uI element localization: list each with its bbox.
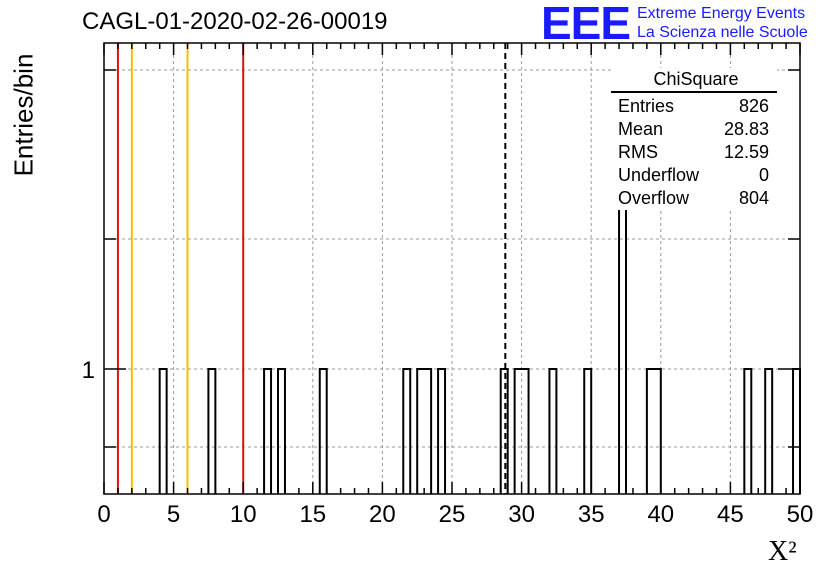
x-tick-label: 25 xyxy=(439,501,466,528)
x-tick-label: 15 xyxy=(299,501,326,528)
stats-box: ChiSquare Entries 826 Mean 28.83 RMS 12.59 … xyxy=(611,68,777,210)
tick-labels: 0 5 10 15 20 25 30 35 40 45 50 1 xyxy=(82,357,814,528)
stats-title: ChiSquare xyxy=(611,68,777,93)
x-tick-label: 20 xyxy=(369,501,396,528)
stats-label: Overflow xyxy=(618,188,690,208)
stats-value: 28.83 xyxy=(723,119,769,139)
grid xyxy=(104,43,800,494)
x-axis-label: X² xyxy=(768,536,797,568)
stats-row: Entries 826 xyxy=(611,95,777,118)
reference-lines xyxy=(116,43,507,494)
stats-value: 12.59 xyxy=(723,142,769,162)
histogram-bars xyxy=(158,166,801,494)
histogram-bar xyxy=(499,368,509,494)
axis-ticks xyxy=(103,43,801,494)
stats-label: Mean xyxy=(618,119,664,139)
histogram-bar xyxy=(743,368,753,494)
x-tick-label: 0 xyxy=(97,501,110,528)
histogram-bar xyxy=(548,368,558,494)
histogram-bar xyxy=(645,368,662,494)
logo-line2: La Scienza nelle Scuole xyxy=(637,24,808,41)
logo-text: Extreme Energy Events La Scienza nelle S… xyxy=(637,4,808,42)
y-axis-label-box: Entries/bin xyxy=(6,40,42,190)
stats-row: Mean 28.83 xyxy=(611,118,777,141)
logo-line1: Extreme Energy Events xyxy=(637,5,806,22)
x-tick-label: 30 xyxy=(508,501,535,528)
histogram-bar xyxy=(416,368,433,494)
histogram-bar xyxy=(158,368,168,494)
stats-label: Entries xyxy=(618,96,675,116)
histogram-bar xyxy=(792,368,801,494)
x-tick-label: 45 xyxy=(717,501,744,528)
eee-logo: EEE xyxy=(541,0,631,49)
x-tick-label: 35 xyxy=(578,501,605,528)
x-tick-label: 10 xyxy=(230,501,257,528)
histogram-bar xyxy=(402,368,412,494)
stats-row: RMS 12.59 xyxy=(611,141,777,164)
stats-row: Overflow 804 xyxy=(611,187,777,210)
histogram-bar xyxy=(318,368,328,494)
plot-title: CAGL-01-2020-02-26-00019 xyxy=(82,8,388,35)
stats-row: Underflow 0 xyxy=(611,164,777,187)
histogram-bar xyxy=(437,368,447,494)
y-axis-label: Entries/bin xyxy=(8,53,39,177)
stats-value: 826 xyxy=(738,96,769,116)
stats-label: RMS xyxy=(618,142,658,162)
histogram-bar xyxy=(618,166,627,494)
x-tick-label: 40 xyxy=(647,501,674,528)
histogram-bar xyxy=(207,368,217,494)
stats-label: Underflow xyxy=(618,165,700,185)
stats-value: 804 xyxy=(738,188,769,208)
histogram-bar xyxy=(263,368,273,494)
histogram-bar xyxy=(764,368,774,494)
stats-value: 0 xyxy=(758,165,769,185)
y-tick-label: 1 xyxy=(82,357,95,384)
x-axis-label-text: X² xyxy=(768,536,797,567)
x-tick-label: 50 xyxy=(787,501,814,528)
histogram-bar xyxy=(277,368,286,494)
histogram-bar xyxy=(513,368,530,494)
histogram-bar xyxy=(583,368,593,494)
x-tick-label: 5 xyxy=(167,501,180,528)
